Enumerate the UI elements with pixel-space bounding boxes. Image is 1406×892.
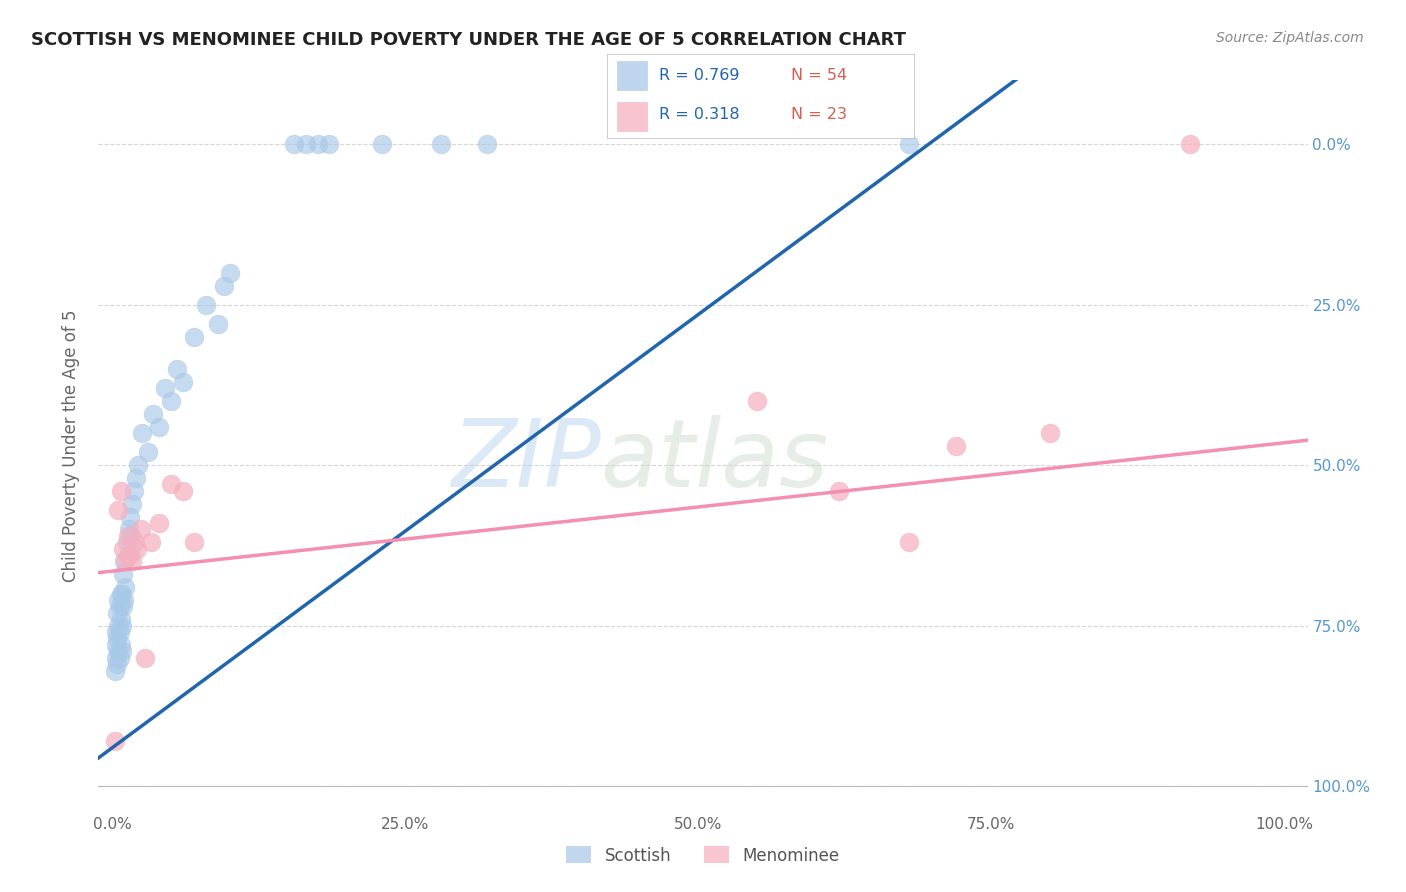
Text: R = 0.318: R = 0.318 [659,107,740,122]
Point [122,483,145,498]
Point [107,503,129,517]
Text: R = 0.769: R = 0.769 [659,68,740,83]
Point [218,266,240,280]
Point [107,618,129,632]
Text: SCOTTISH VS MENOMINEE CHILD POVERTY UNDER THE AGE OF 5 CORRELATION CHART: SCOTTISH VS MENOMINEE CHILD POVERTY UNDE… [31,31,905,49]
Point [318,137,340,152]
Point [477,137,499,152]
Point [105,657,128,672]
Point [155,381,177,395]
Point [183,330,205,344]
Point [131,426,153,441]
FancyBboxPatch shape [617,62,647,90]
Point [195,298,218,312]
Point [371,137,394,152]
Point [104,664,127,678]
Point [124,535,146,549]
Point [1180,137,1202,152]
Point [105,638,128,652]
Point [127,458,149,473]
Point [121,497,143,511]
Point [745,394,768,409]
Point [105,606,128,620]
Point [112,599,135,614]
Point [172,375,194,389]
Text: atlas: atlas [600,415,828,506]
Point [429,137,451,152]
Point [117,529,139,543]
Point [120,548,141,562]
Point [107,593,129,607]
Point [112,567,135,582]
Text: N = 54: N = 54 [792,68,848,83]
Point [142,407,165,421]
Point [212,278,235,293]
Point [148,516,170,530]
Point [105,632,128,646]
Point [166,362,188,376]
Point [141,535,163,549]
Point [115,535,138,549]
Point [112,593,135,607]
Point [898,535,921,549]
Y-axis label: Child Poverty Under the Age of 5: Child Poverty Under the Age of 5 [62,310,80,582]
Point [111,618,134,632]
Point [129,523,152,537]
Legend: Scottish, Menominee: Scottish, Menominee [558,838,848,873]
Point [114,580,136,594]
Point [110,638,132,652]
Point [127,541,149,556]
Point [945,439,967,453]
Point [114,554,136,568]
Point [104,734,127,748]
Point [105,625,128,640]
Point [107,644,129,658]
Point [898,137,921,152]
Point [110,586,132,600]
Point [1039,426,1062,441]
Point [105,650,128,665]
Point [108,625,131,640]
Point [112,554,135,568]
Point [283,137,305,152]
Text: ZIP: ZIP [450,415,600,506]
Point [118,523,141,537]
FancyBboxPatch shape [617,102,647,130]
Point [121,554,143,568]
Point [828,483,851,498]
Point [307,137,329,152]
Point [112,541,135,556]
Point [125,471,148,485]
Point [172,483,194,498]
Point [111,644,134,658]
Text: N = 23: N = 23 [792,107,848,122]
Point [110,612,132,626]
Point [110,483,132,498]
Point [136,445,159,459]
Point [160,394,183,409]
Point [207,317,229,331]
Point [108,599,131,614]
Point [183,535,205,549]
Point [148,419,170,434]
Text: Source: ZipAtlas.com: Source: ZipAtlas.com [1216,31,1364,45]
Point [295,137,318,152]
Point [160,477,183,491]
Point [111,586,134,600]
Point [117,548,139,562]
Point [120,509,141,524]
Point [120,529,142,543]
Point [108,650,131,665]
Point [134,650,156,665]
